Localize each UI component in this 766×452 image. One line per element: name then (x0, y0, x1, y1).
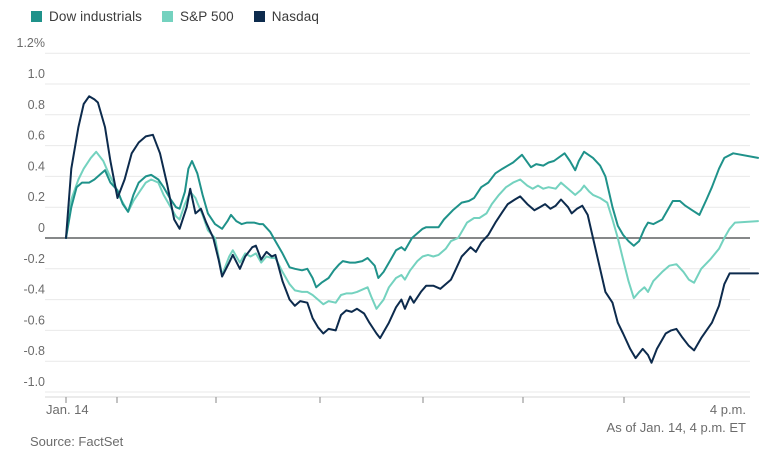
series-line-nasdaq (65, 95, 759, 364)
y-tick-label: 0 (38, 221, 45, 235)
y-tick-label: 1.0 (28, 67, 45, 81)
y-tick-label: 0.8 (28, 98, 45, 112)
legend-item-dow: Dow industrials (31, 9, 142, 24)
sp500-swatch-icon (162, 11, 174, 22)
legend-item-sp500: S&P 500 (162, 9, 234, 24)
legend-label-nasdaq: Nasdaq (271, 9, 319, 24)
y-tick-label: 0.2 (28, 190, 45, 204)
legend-label-dow: Dow industrials (49, 9, 143, 24)
nasdaq-swatch-icon (253, 11, 265, 22)
y-tick-label: -0.6 (23, 313, 45, 327)
as-of-note: As of Jan. 14, 4 p.m. ET (606, 420, 746, 435)
y-tick-label: -0.2 (23, 252, 45, 266)
dow-swatch-icon (31, 11, 42, 22)
legend-item-nasdaq: Nasdaq (253, 9, 319, 24)
series-line-dow-industrials (65, 150, 759, 289)
y-tick-label: 0.6 (28, 129, 45, 143)
y-tick-label: -0.4 (23, 283, 45, 297)
legend-label-sp500: S&P 500 (180, 9, 234, 24)
legend: Dow industrials S&P 500 Nasdaq (31, 9, 319, 24)
y-tick-label: -0.8 (23, 344, 45, 358)
y-tick-label: 1.2% (17, 36, 46, 50)
x-axis-start-label: Jan. 14 (46, 402, 89, 417)
x-axis-end-label: 4 p.m. (709, 402, 746, 417)
source-credit: Source: FactSet (30, 434, 124, 449)
y-tick-label: 0.4 (28, 159, 45, 173)
series-line-s-p-500 (65, 150, 759, 310)
y-tick-label: -1.0 (23, 375, 45, 389)
